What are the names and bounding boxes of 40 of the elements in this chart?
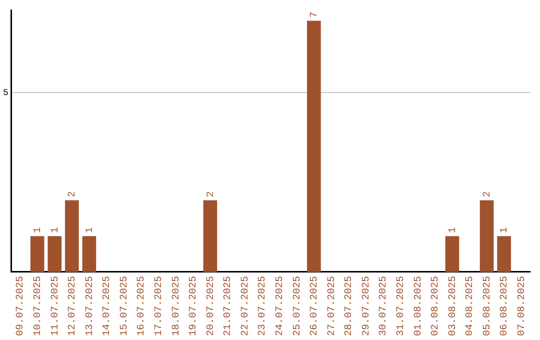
x-tick-label: 01.08.2025 xyxy=(413,276,424,336)
x-tick-label: 17.07.2025 xyxy=(154,276,165,336)
x-tick-label: 31.07.2025 xyxy=(396,276,407,336)
x-tick-label: 24.07.2025 xyxy=(274,276,286,336)
x-tick-label: 29.07.2025 xyxy=(361,276,372,336)
data-label: 1 xyxy=(32,227,44,234)
x-tick-label: 10.07.2025 xyxy=(32,276,44,336)
data-label: 2 xyxy=(482,191,494,198)
x-tick-label: 07.08.2025 xyxy=(516,276,528,336)
data-label: 1 xyxy=(84,227,96,234)
data-label: 2 xyxy=(68,191,79,198)
x-tick-label: 03.08.2025 xyxy=(448,276,459,336)
y-tick-label: 5 xyxy=(2,88,8,98)
x-tick-label: 06.08.2025 xyxy=(500,276,511,336)
x-tick-label: 11.07.2025 xyxy=(50,276,62,336)
x-tick-label: 22.07.2025 xyxy=(240,276,252,336)
x-tick-label: 26.07.2025 xyxy=(310,276,321,336)
x-tick-label: 09.07.2025 xyxy=(16,276,27,336)
x-tick-label: 16.07.2025 xyxy=(136,276,148,336)
x-tick-label: 21.07.2025 xyxy=(223,276,234,336)
x-tick-label: 28.07.2025 xyxy=(344,276,356,336)
x-tick-label: 20.07.2025 xyxy=(206,276,217,336)
data-label: 7 xyxy=(310,12,321,18)
x-tick-label: 14.07.2025 xyxy=(102,276,114,336)
x-tick-label: 12.07.2025 xyxy=(68,276,79,336)
x-tick-label: 13.07.2025 xyxy=(84,276,96,336)
data-label: 2 xyxy=(206,191,217,198)
data-label: 1 xyxy=(50,227,62,234)
x-tick-label: 18.07.2025 xyxy=(171,276,182,336)
x-tick-label: 19.07.2025 xyxy=(188,276,200,336)
x-tick-label: 04.08.2025 xyxy=(465,276,476,336)
x-tick-label: 23.07.2025 xyxy=(258,276,269,336)
data-label: 1 xyxy=(500,227,511,234)
x-tick-label: 02.08.2025 xyxy=(430,276,442,336)
x-tick-label: 30.07.2025 xyxy=(378,276,390,336)
x-tick-label: 27.07.2025 xyxy=(326,276,338,336)
data-label: 1 xyxy=(448,227,459,234)
x-tick-label: 15.07.2025 xyxy=(119,276,130,336)
x-tick-label: 05.08.2025 xyxy=(482,276,494,336)
x-tick-label: 25.07.2025 xyxy=(292,276,304,336)
